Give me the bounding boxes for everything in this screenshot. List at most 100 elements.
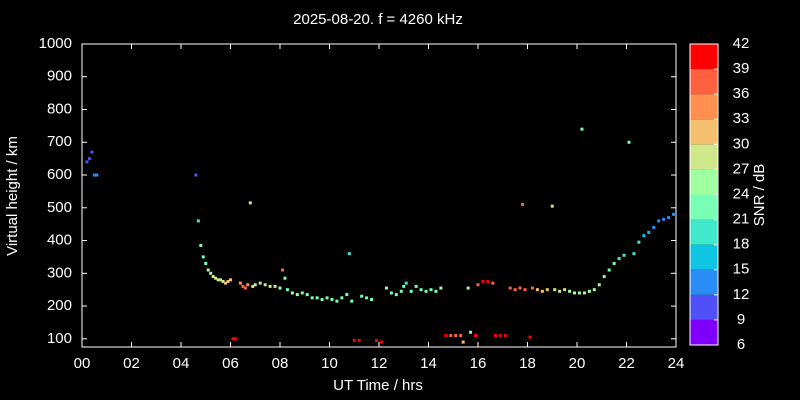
data-point: [622, 253, 626, 257]
data-point: [209, 271, 213, 275]
data-point: [662, 217, 666, 221]
data-point: [672, 212, 676, 216]
data-point: [568, 289, 572, 293]
data-point: [540, 289, 544, 293]
data-point: [389, 291, 393, 295]
data-point: [246, 283, 250, 287]
x-tick-label: 16: [470, 355, 487, 372]
colorbar-tick-label: 39: [733, 60, 750, 77]
data-point: [330, 298, 334, 302]
colorbar-tick-label: 24: [733, 185, 750, 202]
colorbar-band: [690, 294, 718, 320]
data-point: [224, 281, 228, 285]
data-point: [612, 261, 616, 265]
data-point: [577, 291, 581, 295]
x-tick-label: 14: [420, 355, 437, 372]
x-axis-label: UT Time / hrs: [333, 377, 423, 394]
data-point: [211, 275, 215, 279]
data-point: [627, 140, 631, 144]
x-tick-label: 02: [123, 355, 140, 372]
data-point: [285, 288, 289, 292]
y-tick-label: 600: [47, 166, 72, 183]
data-point: [360, 294, 364, 298]
data-point: [466, 286, 470, 290]
colorbar-label: SNR / dB: [751, 164, 768, 227]
data-point: [248, 201, 252, 205]
colorbar-band: [690, 144, 718, 170]
data-point: [199, 243, 203, 247]
data-point: [444, 334, 448, 338]
colorbar-band: [690, 44, 718, 70]
y-tick-label: 700: [47, 133, 72, 150]
colorbar-band: [690, 269, 718, 295]
colorbar-tick-label: 27: [733, 160, 750, 177]
data-point: [283, 276, 287, 280]
y-tick-label: 300: [47, 264, 72, 281]
data-point: [657, 219, 661, 223]
data-point: [196, 219, 200, 223]
colorbar-band: [690, 94, 718, 120]
data-point: [394, 293, 398, 297]
data-point: [370, 298, 374, 302]
data-point: [310, 296, 314, 300]
data-point: [647, 230, 651, 234]
data-point: [528, 335, 532, 339]
data-point: [399, 289, 403, 293]
data-point: [439, 286, 443, 290]
data-point: [340, 296, 344, 300]
data-point: [273, 284, 277, 288]
data-point: [90, 150, 94, 154]
colorbar-band: [690, 244, 718, 270]
data-point: [637, 240, 641, 244]
y-tick-label: 500: [47, 199, 72, 216]
colorbar-tick-label: 6: [737, 336, 745, 353]
data-point: [384, 286, 388, 290]
data-point: [558, 289, 562, 293]
data-point: [404, 281, 408, 285]
data-point: [92, 173, 96, 177]
data-point: [226, 279, 230, 283]
data-point: [243, 286, 247, 290]
data-point: [535, 288, 539, 292]
data-point: [204, 261, 208, 265]
data-point: [290, 291, 294, 295]
x-tick-label: 24: [668, 355, 685, 372]
data-point: [597, 283, 601, 287]
data-point: [486, 279, 490, 283]
colorbar-band: [690, 169, 718, 195]
x-tick-label: 22: [618, 355, 635, 372]
data-point: [305, 293, 309, 297]
data-point: [365, 296, 369, 300]
y-tick-label: 400: [47, 232, 72, 249]
data-point: [667, 216, 671, 220]
data-point: [325, 296, 329, 300]
y-tick-label: 900: [47, 68, 72, 85]
data-point: [518, 286, 522, 290]
data-point: [352, 338, 356, 342]
colorbar-tick-label: 18: [733, 236, 750, 253]
data-point: [238, 281, 242, 285]
data-point: [617, 257, 621, 261]
data-point: [454, 334, 458, 338]
data-point: [545, 288, 549, 292]
data-point: [580, 127, 584, 131]
x-tick-label: 12: [371, 355, 388, 372]
data-point: [300, 291, 304, 295]
y-tick-label: 1000: [39, 35, 72, 52]
data-point: [350, 299, 354, 303]
data-point: [592, 288, 596, 292]
colorbar-band: [690, 219, 718, 245]
data-point: [241, 284, 245, 288]
colorbar-band: [690, 69, 718, 95]
y-tick-label: 800: [47, 100, 72, 117]
data-point: [642, 234, 646, 238]
data-point: [402, 284, 406, 288]
data-point: [315, 296, 319, 300]
data-point: [414, 284, 418, 288]
data-point: [632, 252, 636, 256]
data-point: [268, 284, 272, 288]
x-tick-label: 04: [173, 355, 190, 372]
data-point: [85, 160, 89, 164]
